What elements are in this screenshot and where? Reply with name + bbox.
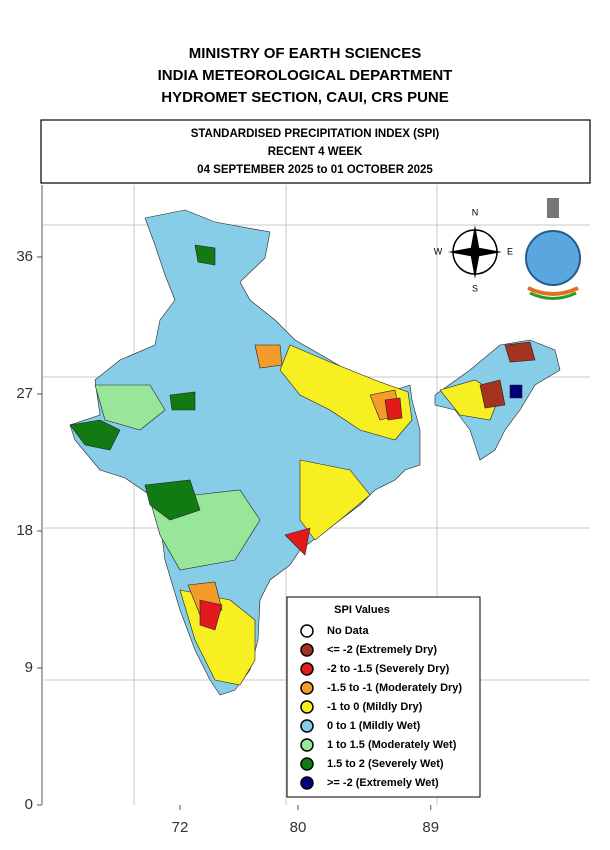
compass: N E S W <box>434 207 513 293</box>
patch <box>479 379 506 409</box>
title-line: RECENT 4 WEEK <box>268 146 363 158</box>
patch <box>199 599 223 631</box>
legend-label: -1 to 0 (Mildly Dry) <box>327 701 423 713</box>
x-tick-label: 80 <box>290 819 307 836</box>
header-line: MINISTRY OF EARTH SCIENCES <box>189 45 422 62</box>
legend-label: -2 to -1.5 (Severely Dry) <box>327 663 450 675</box>
title-line: STANDARDISED PRECIPITATION INDEX (SPI) <box>191 128 440 140</box>
y-tick-label: 0 <box>25 796 33 813</box>
y-tick-label: 9 <box>25 659 33 676</box>
patch <box>179 589 256 686</box>
compass-label: S <box>472 283 478 293</box>
patch <box>384 397 403 421</box>
header-line: INDIA METEOROLOGICAL DEPARTMENT <box>158 67 453 84</box>
header-line: HYDROMET SECTION, CAUI, CRS PUNE <box>161 89 449 106</box>
legend-label: 0 to 1 (Mildly Wet) <box>327 720 421 732</box>
legend-label: >= -2 (Extremely Wet) <box>327 777 439 789</box>
x-tick-label: 72 <box>172 819 189 836</box>
x-tick-label: 89 <box>422 819 439 836</box>
y-tick-label: 27 <box>16 385 33 402</box>
legend-swatch <box>300 738 314 752</box>
patch <box>504 341 536 363</box>
legend-title: SPI Values <box>334 604 390 616</box>
patch <box>194 244 216 266</box>
patch <box>284 527 311 556</box>
legend-swatch <box>300 719 314 733</box>
y-tick-label: 18 <box>16 522 33 539</box>
compass-label: E <box>507 246 513 256</box>
legend-swatch <box>300 624 314 638</box>
patch <box>94 384 166 431</box>
mainland <box>69 209 421 696</box>
y-tick-label: 36 <box>16 248 33 265</box>
title-box <box>40 119 591 184</box>
title-line: 04 SEPTEMBER 2025 to 01 OCTOBER 2025 <box>197 164 433 176</box>
legend-swatch <box>300 681 314 695</box>
legend-label: <= -2 (Extremely Dry) <box>327 644 437 656</box>
patch <box>509 384 523 399</box>
legend-label: -1.5 to -1 (Moderately Dry) <box>327 682 462 694</box>
legend-label: 1 to 1.5 (Moderately Wet) <box>327 739 457 751</box>
patch <box>144 479 201 521</box>
legend-swatch <box>300 757 314 771</box>
legend-box <box>286 596 481 798</box>
legend-swatch <box>300 776 314 790</box>
legend-swatch <box>300 662 314 676</box>
legend-label: 1.5 to 2 (Severely Wet) <box>327 758 444 770</box>
patch <box>169 391 196 411</box>
legend-swatch <box>300 700 314 714</box>
legend-swatch <box>300 643 314 657</box>
patch <box>254 344 283 369</box>
india-districts <box>69 209 561 696</box>
compass-label: N <box>472 207 479 217</box>
patch <box>69 419 121 451</box>
imd-emblem <box>525 198 581 300</box>
patch <box>299 459 371 541</box>
legend-label: No Data <box>327 625 369 637</box>
compass-label: W <box>434 246 443 256</box>
